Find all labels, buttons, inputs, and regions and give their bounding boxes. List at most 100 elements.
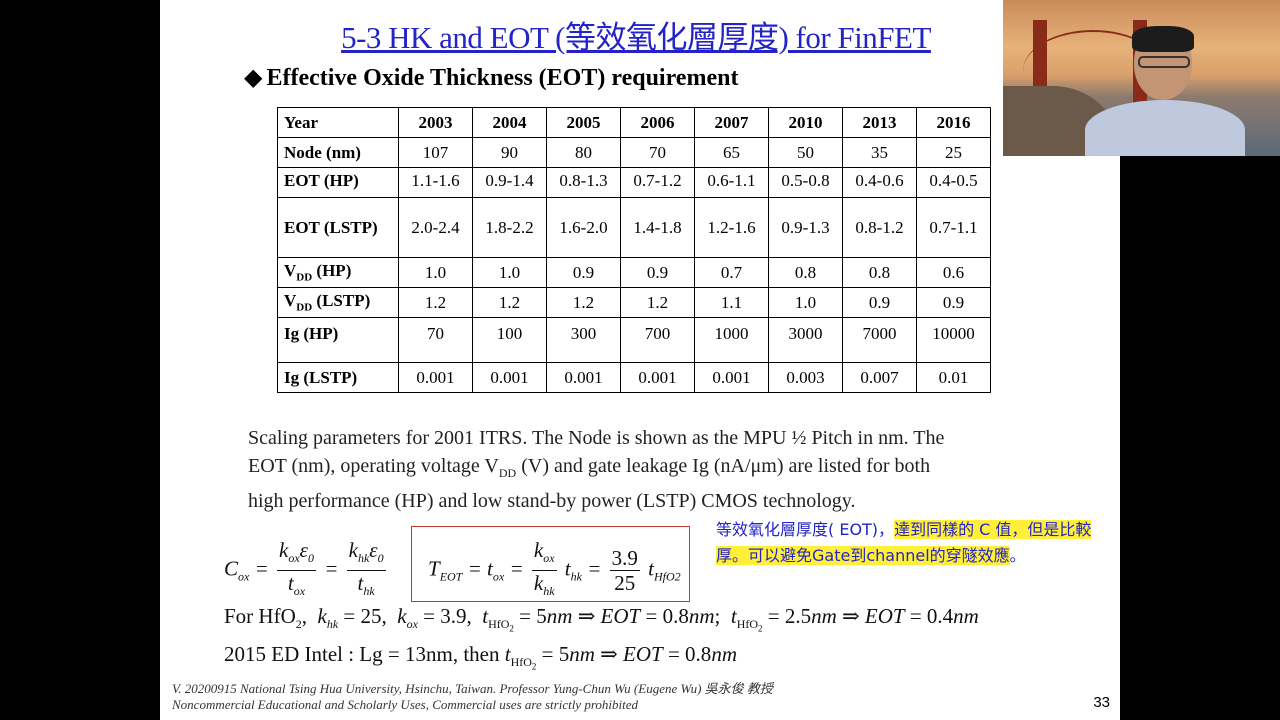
table-cell: 1.2-1.6 — [694, 197, 769, 258]
table-cell: 0.001 — [694, 362, 769, 393]
row-label: Ig (LSTP) — [277, 362, 399, 393]
caption-text: EOT (nm), operating voltage V — [248, 455, 499, 477]
intel-equation: 2015 ED Intel : Lg = 13nm, then tHfO2 = … — [224, 642, 737, 672]
year-cell: 2003 — [398, 107, 473, 138]
label-prefix: V — [284, 291, 297, 311]
chinese-note: 等效氧化層厚度( EOT)，達到同樣的 C 值，但是比較厚。可以避免Gate到c… — [716, 517, 1096, 569]
row-label: Node (nm) — [277, 137, 399, 168]
eot-table: Year 2003 2004 2005 2006 2007 2010 2013 … — [277, 107, 991, 393]
caption-sub: DD — [498, 466, 517, 480]
table-cell: 1.2 — [472, 287, 547, 318]
slide-title: 5-3 HK and EOT (等效氧化層厚度) for FinFET — [341, 20, 931, 55]
caption-line: EOT (nm), operating voltage VDD (V) and … — [248, 452, 1068, 487]
table-cell: 2.0-2.4 — [398, 197, 473, 258]
year-cell: 2005 — [546, 107, 621, 138]
table-cell: 0.8-1.2 — [842, 197, 917, 258]
table-cell: 0.8 — [842, 257, 917, 288]
slide: 5-3 HK and EOT (等效氧化層厚度) for FinFET ◆ Eff… — [160, 0, 1120, 720]
table-cell: 700 — [620, 317, 695, 363]
table-cell: 1.0 — [768, 287, 843, 318]
table-cell: 0.003 — [768, 362, 843, 393]
table-cell: 0.9-1.3 — [768, 197, 843, 258]
label-suffix: (HP) — [312, 261, 352, 281]
table-cell: 1.1 — [694, 287, 769, 318]
webcam-video — [1003, 0, 1280, 156]
table-cell: 1.4-1.8 — [620, 197, 695, 258]
table-cell: 0.6-1.1 — [694, 167, 769, 198]
table-row: Ig (HP) 70 100 300 700 1000 3000 7000 10… — [277, 317, 991, 363]
table-row: Ig (LSTP) 0.001 0.001 0.001 0.001 0.001 … — [277, 362, 991, 393]
table-cell: 0.8 — [768, 257, 843, 288]
table-cell: 65 — [694, 137, 769, 168]
year-cell: 2010 — [768, 107, 843, 138]
note-text: 等效氧化層厚度( EOT)， — [716, 520, 895, 539]
table-cell: 0.9 — [620, 257, 695, 288]
caption-text: (V) and gate leakage Ig (nA/μm) are list… — [516, 455, 931, 477]
table-cell: 35 — [842, 137, 917, 168]
table-cell: 0.8-1.3 — [546, 167, 621, 198]
table-header-row: Year 2003 2004 2005 2006 2007 2010 2013 … — [277, 107, 991, 138]
table-cell: 70 — [398, 317, 473, 363]
caption-line: high performance (HP) and low stand-by p… — [248, 490, 856, 512]
diamond-bullet-icon: ◆ — [244, 65, 263, 91]
table-cell: 1.8-2.2 — [472, 197, 547, 258]
hfo2-equation: For HfO2, khk = 25, kox = 3.9, tHfO2 = 5… — [224, 604, 979, 634]
fraction: 3.9 25 — [609, 546, 640, 596]
note-text: 。 — [1009, 546, 1026, 565]
table-cell: 3000 — [768, 317, 843, 363]
row-label-vdd-hp: VDD (HP) — [277, 257, 399, 288]
table-cell: 0.007 — [842, 362, 917, 393]
footer-line: Noncommercial Educational and Scholarly … — [172, 697, 639, 712]
table-cell: 0.9 — [916, 287, 991, 318]
bridge-cable — [1023, 30, 1163, 112]
page-number: 33 — [1093, 694, 1110, 711]
table-cell: 0.001 — [472, 362, 547, 393]
table-row: VDD (HP) 1.0 1.0 0.9 0.9 0.7 0.8 0.8 0.6 — [277, 257, 991, 288]
year-cell: 2007 — [694, 107, 769, 138]
table-cell: 70 — [620, 137, 695, 168]
row-label: EOT (HP) — [277, 167, 399, 198]
table-caption: Scaling parameters for 2001 ITRS. The No… — [248, 424, 1068, 515]
table-cell: 0.7-1.2 — [620, 167, 695, 198]
table-cell: 0.9-1.4 — [472, 167, 547, 198]
presenter-body — [1085, 100, 1245, 156]
year-cell: 2004 — [472, 107, 547, 138]
table-cell: 0.01 — [916, 362, 991, 393]
table-cell: 100 — [472, 317, 547, 363]
row-label-vdd-lstp: VDD (LSTP) — [277, 287, 399, 318]
table-cell: 50 — [768, 137, 843, 168]
table-row: Node (nm) 107 90 80 70 65 50 35 25 — [277, 137, 991, 168]
glasses-icon — [1138, 56, 1190, 68]
table-row: EOT (HP) 1.1-1.6 0.9-1.4 0.8-1.3 0.7-1.2… — [277, 167, 991, 198]
table-cell: 0.7 — [694, 257, 769, 288]
table-cell: 0.4-0.5 — [916, 167, 991, 198]
table-cell: 0.5-0.8 — [768, 167, 843, 198]
table-cell: 1.2 — [398, 287, 473, 318]
table-cell: 0.4-0.6 — [842, 167, 917, 198]
label-sub: DD — [296, 301, 313, 314]
cox-formula: Cox = koxε0 tox = khkε0 thk — [224, 538, 389, 603]
row-label: EOT (LSTP) — [277, 197, 399, 258]
table-cell: 0.001 — [398, 362, 473, 393]
fraction: kox khk — [531, 538, 557, 599]
caption-line: Scaling parameters for 2001 ITRS. The No… — [248, 427, 945, 449]
fraction: koxε0 tox — [277, 538, 316, 599]
table-cell: 0.001 — [620, 362, 695, 393]
footer-line: V. 20200915 National Tsing Hua Universit… — [172, 681, 773, 696]
table-cell: 0.9 — [842, 287, 917, 318]
teot-formula-box — [411, 526, 690, 602]
table-cell: 0.7-1.1 — [916, 197, 991, 258]
row-label: Ig (HP) — [277, 317, 399, 363]
table-row: EOT (LSTP) 2.0-2.4 1.8-2.2 1.6-2.0 1.4-1… — [277, 197, 991, 258]
table-cell: 25 — [916, 137, 991, 168]
table-cell: 1000 — [694, 317, 769, 363]
presenter-hair — [1132, 26, 1194, 52]
table-row: VDD (LSTP) 1.2 1.2 1.2 1.2 1.1 1.0 0.9 0… — [277, 287, 991, 318]
table-cell: 0.001 — [546, 362, 621, 393]
table-cell: 1.6-2.0 — [546, 197, 621, 258]
heading-text: Effective Oxide Thickness (EOT) requirem… — [266, 65, 739, 91]
table-cell: 7000 — [842, 317, 917, 363]
teot-formula: TEOT = tox = kox khk thk = 3.9 25 tHfO2 — [428, 538, 681, 603]
table-cell: 1.2 — [620, 287, 695, 318]
label-sub: DD — [296, 271, 313, 284]
